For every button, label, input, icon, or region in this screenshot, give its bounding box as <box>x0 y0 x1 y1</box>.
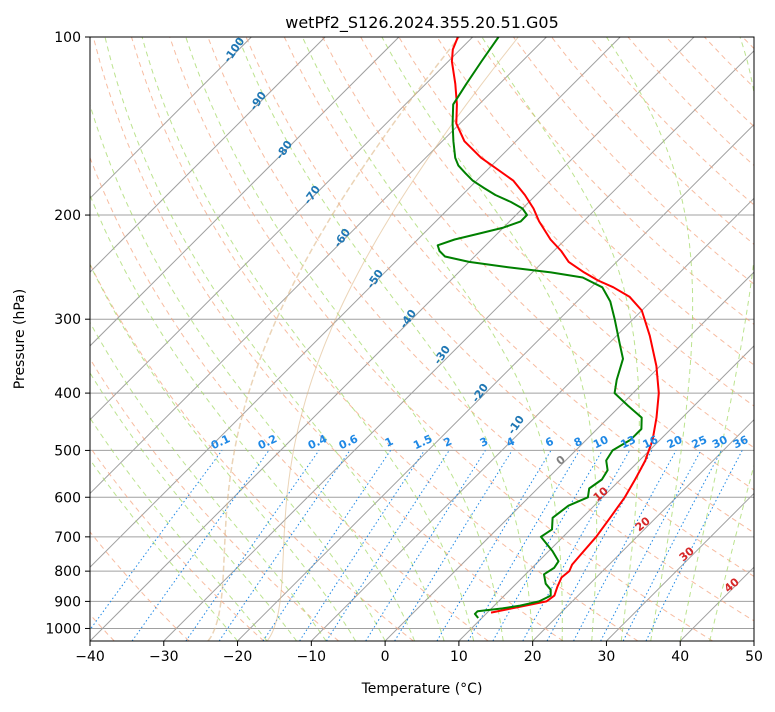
y-tick-label: 400 <box>54 386 81 402</box>
chart-title: wetPf2_S126.2024.355.20.51.G05 <box>285 13 559 33</box>
y-tick-label: 600 <box>54 490 81 506</box>
y-tick-label: 300 <box>54 312 81 328</box>
y-tick-label: 1000 <box>45 621 81 637</box>
x-tick-label: 20 <box>524 649 542 665</box>
y-tick-label: 700 <box>54 530 81 546</box>
y-tick-label: 800 <box>54 564 81 580</box>
x-tick-label: 0 <box>381 649 390 665</box>
x-tick-label: −40 <box>75 649 105 665</box>
y-tick-label: 100 <box>54 30 81 46</box>
y-axis-label: Pressure (hPa) <box>12 289 28 389</box>
x-tick-label: 50 <box>745 649 763 665</box>
y-tick-label: 500 <box>54 443 81 459</box>
x-tick-label: −20 <box>223 649 253 665</box>
x-tick-label: −30 <box>149 649 179 665</box>
x-tick-label: −10 <box>297 649 327 665</box>
y-tick-label: 200 <box>54 208 81 224</box>
x-tick-label: 10 <box>450 649 468 665</box>
x-axis-label: Temperature (°C) <box>361 681 483 697</box>
x-tick-label: 30 <box>598 649 616 665</box>
y-tick-label: 900 <box>54 594 81 610</box>
x-tick-label: 40 <box>671 649 689 665</box>
